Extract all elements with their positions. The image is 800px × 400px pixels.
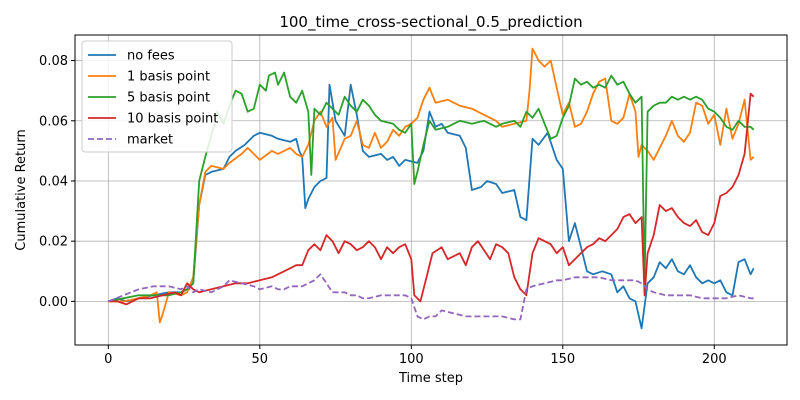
y-tick-label: 0.06: [39, 114, 68, 129]
legend-label: 1 basis point: [127, 70, 210, 85]
series-line-no-fees: [108, 83, 755, 330]
x-tick-label: 0: [104, 352, 112, 367]
series-line-10-basis-point: [108, 92, 755, 306]
series-line-market: [107, 273, 754, 321]
legend-box: [81, 40, 233, 153]
y-tick-label: 0.04: [39, 174, 68, 189]
legend-items: no fees 1 basis point 5 basis point 10 basi…: [88, 49, 218, 148]
legend-label: market: [127, 133, 173, 148]
x-tick-label: 50: [252, 352, 269, 367]
y-tick-label: 0.08: [39, 54, 68, 69]
x-tick-label: 100: [399, 352, 424, 367]
ticks: 0 50 100 150 200 0.00 0.02 0.04 0.06 0.08: [39, 54, 727, 367]
legend-label: 5 basis point: [127, 91, 210, 106]
chart-title: 100_time_cross-sectional_0.5_prediction: [279, 13, 582, 32]
y-tick-label: 0.02: [39, 235, 68, 250]
legend-label: no fees: [127, 49, 175, 64]
y-axis-label: Cumulative Return: [14, 129, 29, 250]
x-tick-label: 150: [550, 352, 575, 367]
x-tick-label: 200: [702, 352, 727, 367]
series-line-1-basis-point: [108, 47, 755, 324]
series-line-5-basis-point: [108, 71, 755, 303]
series-lines: [107, 47, 755, 330]
axes-frame: [74, 34, 788, 346]
x-axis-label: Time step: [398, 371, 463, 386]
legend-label: 10 basis point: [127, 112, 218, 127]
legend: no fees 1 basis point 5 basis point 10 basi…: [81, 40, 233, 153]
y-tick-label: 0.00: [39, 295, 68, 310]
grid: [75, 35, 787, 345]
